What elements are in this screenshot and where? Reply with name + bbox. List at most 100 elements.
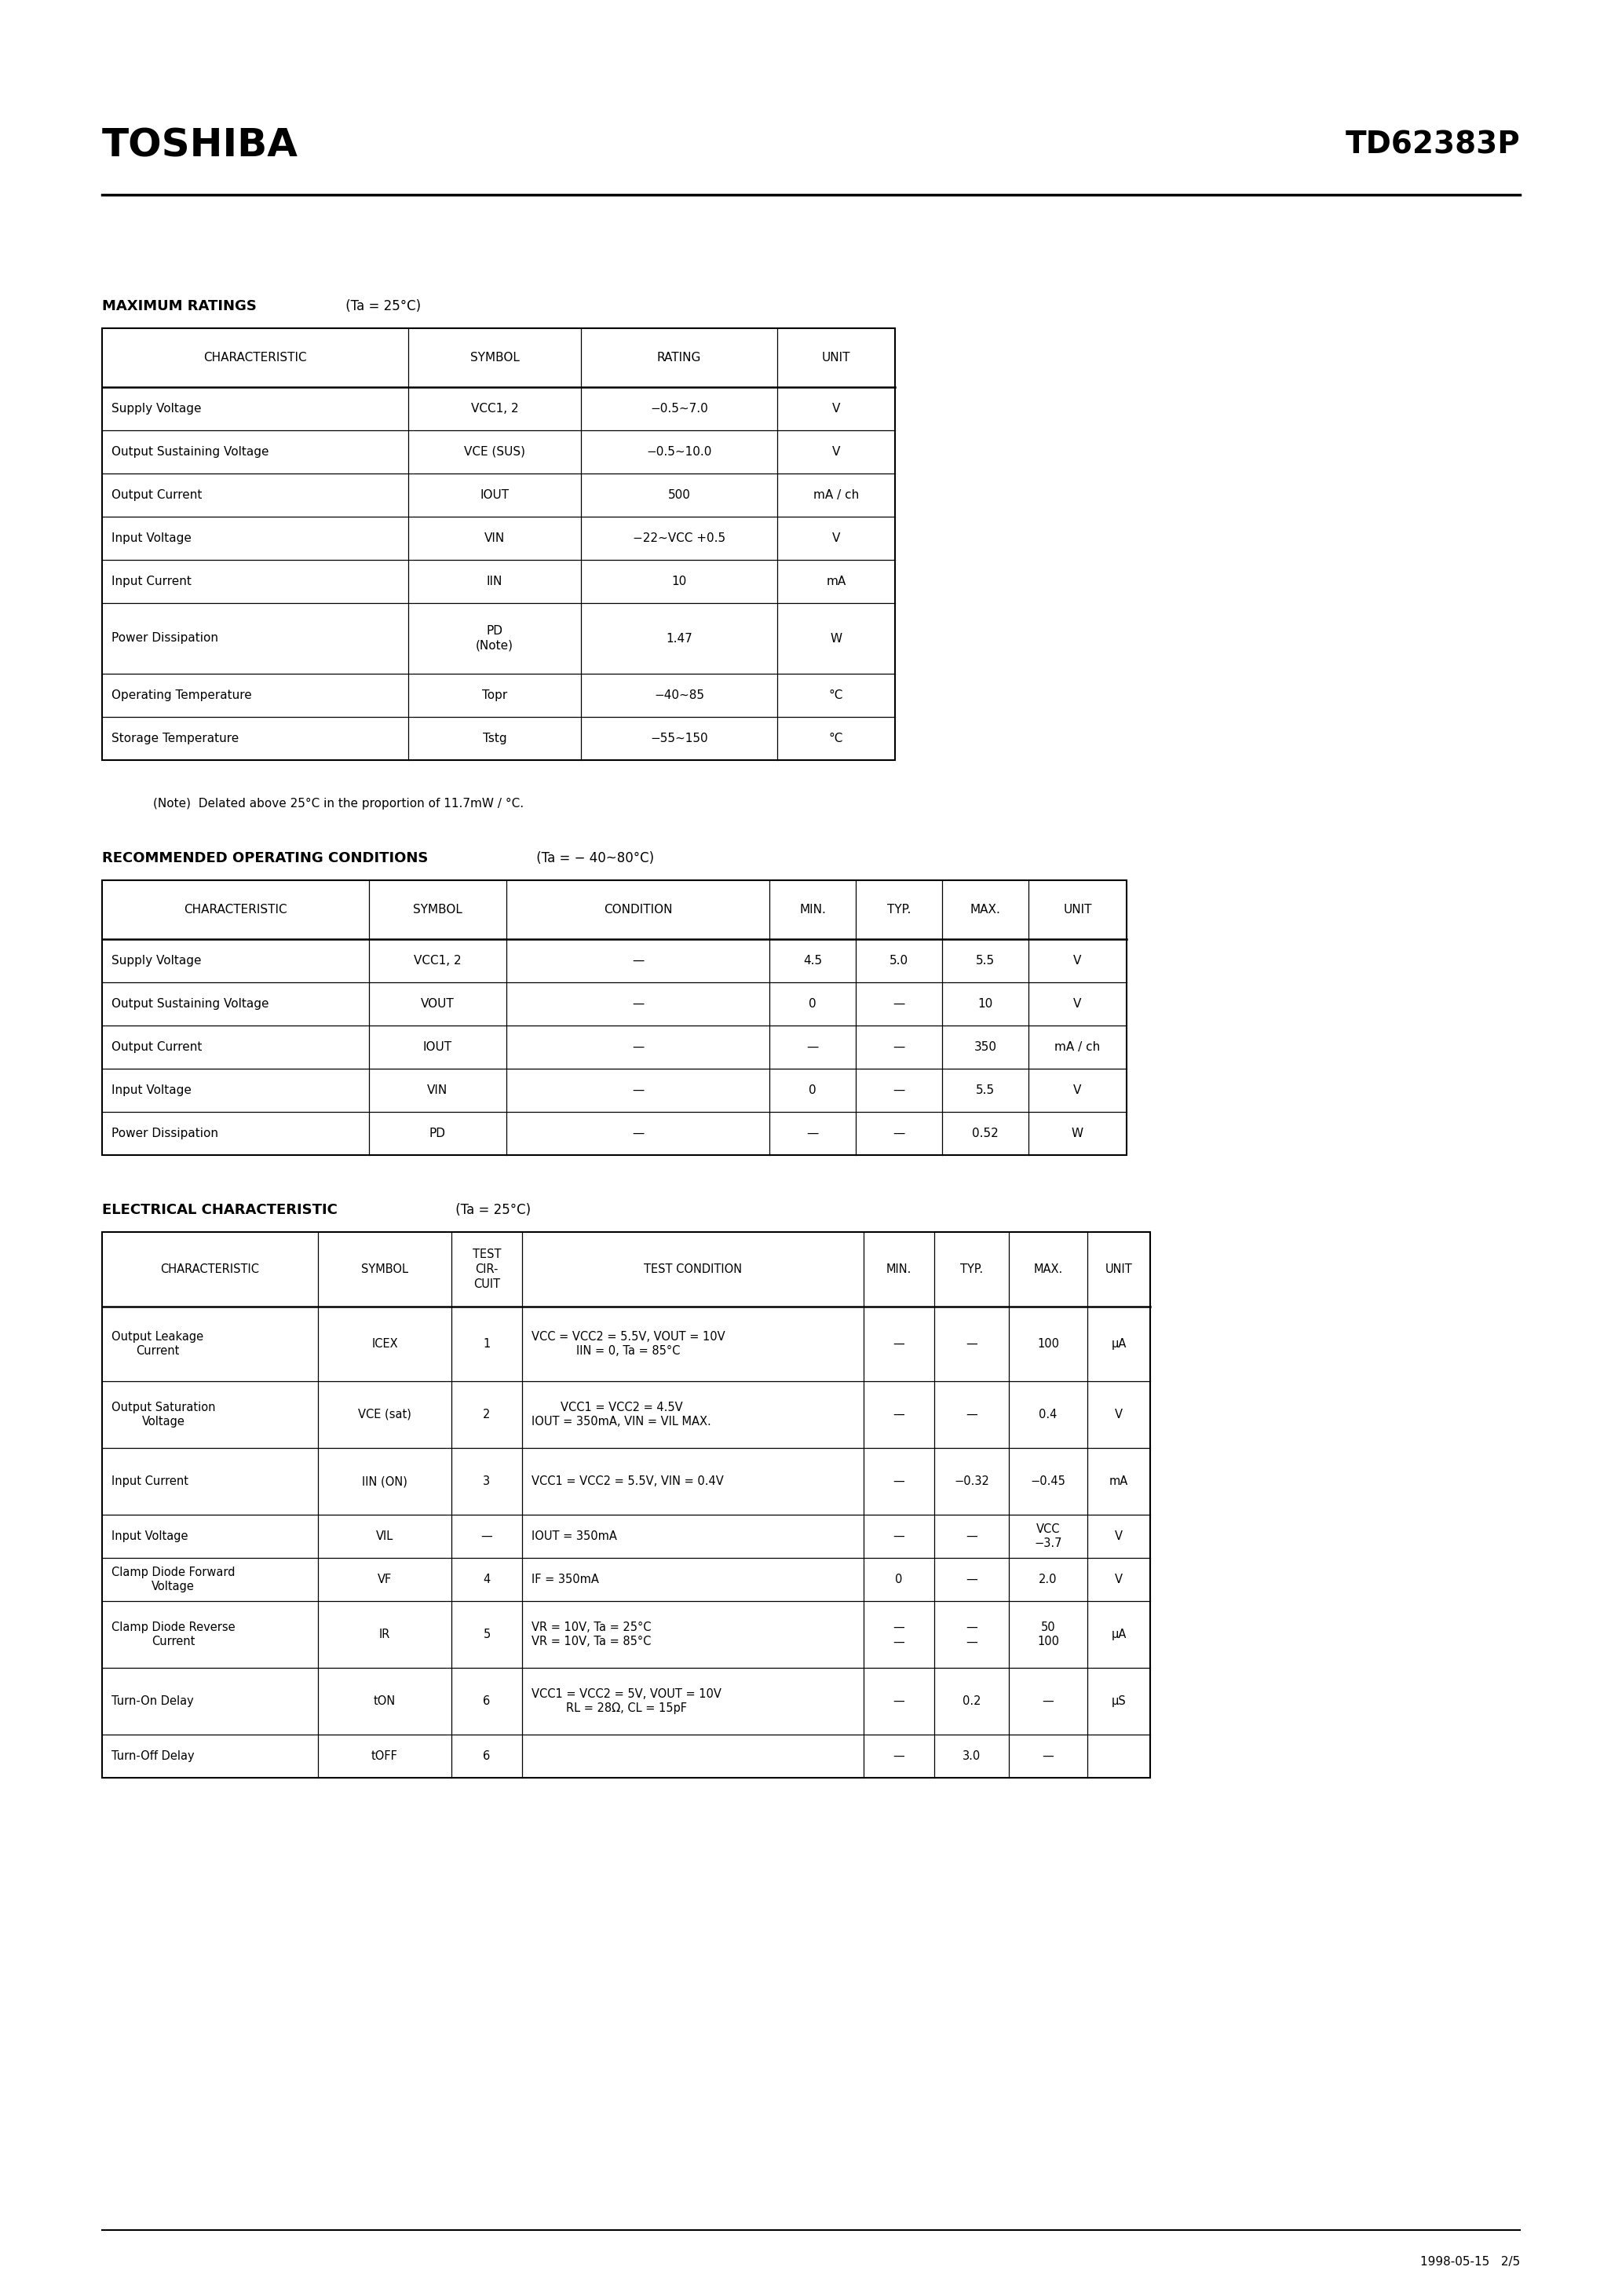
Text: MAX.: MAX. bbox=[970, 905, 1001, 916]
Text: tOFF: tOFF bbox=[371, 1750, 397, 1761]
Text: 0: 0 bbox=[895, 1573, 902, 1584]
Text: 50
100: 50 100 bbox=[1036, 1621, 1059, 1649]
Text: Power Dissipation: Power Dissipation bbox=[112, 631, 219, 645]
Text: 5.5: 5.5 bbox=[976, 955, 994, 967]
Text: 1: 1 bbox=[483, 1339, 490, 1350]
Text: Clamp Diode Reverse
Current: Clamp Diode Reverse Current bbox=[112, 1621, 235, 1649]
Text: —: — bbox=[965, 1573, 978, 1584]
Text: 2: 2 bbox=[483, 1410, 490, 1421]
Text: VCC1, 2: VCC1, 2 bbox=[414, 955, 462, 967]
Text: SYMBOL: SYMBOL bbox=[470, 351, 519, 363]
Text: VCC1, 2: VCC1, 2 bbox=[470, 402, 519, 416]
Text: mA: mA bbox=[826, 576, 847, 588]
Text: PD: PD bbox=[430, 1127, 446, 1139]
Text: Supply Voltage: Supply Voltage bbox=[112, 955, 201, 967]
Text: Output Leakage
Current: Output Leakage Current bbox=[112, 1332, 203, 1357]
Text: UNIT: UNIT bbox=[1105, 1263, 1132, 1274]
Text: —: — bbox=[1043, 1694, 1054, 1708]
Text: —: — bbox=[633, 955, 644, 967]
Bar bbox=[102, 328, 895, 760]
Text: —: — bbox=[894, 999, 905, 1010]
Text: TEST
CIR-
CUIT: TEST CIR- CUIT bbox=[472, 1249, 501, 1290]
Text: (Ta = 25°C): (Ta = 25°C) bbox=[451, 1203, 530, 1217]
Text: 2.0: 2.0 bbox=[1038, 1573, 1058, 1584]
Text: CONDITION: CONDITION bbox=[603, 905, 672, 916]
Text: TD62383P: TD62383P bbox=[1345, 131, 1520, 161]
Text: Output Saturation
Voltage: Output Saturation Voltage bbox=[112, 1401, 216, 1428]
Text: 5: 5 bbox=[483, 1628, 490, 1639]
Text: VIN: VIN bbox=[427, 1084, 448, 1095]
Text: Turn-Off Delay: Turn-Off Delay bbox=[112, 1750, 195, 1761]
Text: —
—: — — bbox=[965, 1621, 978, 1649]
Text: UNIT: UNIT bbox=[822, 351, 850, 363]
Text: IF = 350mA: IF = 350mA bbox=[532, 1573, 599, 1584]
Text: 3.0: 3.0 bbox=[962, 1750, 981, 1761]
Text: —: — bbox=[965, 1339, 978, 1350]
Text: −40~85: −40~85 bbox=[654, 689, 704, 700]
Text: VIN: VIN bbox=[485, 533, 504, 544]
Text: MAX.: MAX. bbox=[1033, 1263, 1062, 1274]
Text: 1998-05-15   2/5: 1998-05-15 2/5 bbox=[1419, 2255, 1520, 2268]
Text: IIN: IIN bbox=[487, 576, 503, 588]
Text: TOSHIBA: TOSHIBA bbox=[102, 126, 298, 163]
Text: °C: °C bbox=[829, 732, 843, 744]
Text: Input Voltage: Input Voltage bbox=[112, 1531, 188, 1543]
Text: VCC
−3.7: VCC −3.7 bbox=[1035, 1522, 1062, 1550]
Text: —: — bbox=[894, 1410, 905, 1421]
Text: Input Current: Input Current bbox=[112, 576, 191, 588]
Text: (Note)  Delated above 25°C in the proportion of 11.7mW / °C.: (Note) Delated above 25°C in the proport… bbox=[152, 797, 524, 808]
Text: mA: mA bbox=[1109, 1476, 1129, 1488]
Text: Input Current: Input Current bbox=[112, 1476, 188, 1488]
Text: −0.5~10.0: −0.5~10.0 bbox=[647, 445, 712, 457]
Text: —: — bbox=[894, 1531, 905, 1543]
Text: °C: °C bbox=[829, 689, 843, 700]
Text: UNIT: UNIT bbox=[1062, 905, 1092, 916]
Text: Clamp Diode Forward
Voltage: Clamp Diode Forward Voltage bbox=[112, 1566, 235, 1593]
Text: mA / ch: mA / ch bbox=[813, 489, 860, 501]
Text: Input Voltage: Input Voltage bbox=[112, 1084, 191, 1095]
Text: μS: μS bbox=[1111, 1694, 1126, 1708]
Text: Output Sustaining Voltage: Output Sustaining Voltage bbox=[112, 999, 269, 1010]
Text: V: V bbox=[1114, 1573, 1122, 1584]
Text: —: — bbox=[894, 1750, 905, 1761]
Text: 350: 350 bbox=[973, 1040, 996, 1054]
Text: VCC = VCC2 = 5.5V, VOUT = 10V
IIN = 0, Ta = 85°C: VCC = VCC2 = 5.5V, VOUT = 10V IIN = 0, T… bbox=[532, 1332, 725, 1357]
Text: SYMBOL: SYMBOL bbox=[414, 905, 462, 916]
Text: 0.2: 0.2 bbox=[962, 1694, 981, 1708]
Text: SYMBOL: SYMBOL bbox=[362, 1263, 409, 1274]
Text: VOUT: VOUT bbox=[420, 999, 454, 1010]
Text: 5.5: 5.5 bbox=[976, 1084, 994, 1095]
Text: −0.45: −0.45 bbox=[1030, 1476, 1066, 1488]
Text: 0: 0 bbox=[809, 999, 816, 1010]
Text: —: — bbox=[894, 1127, 905, 1139]
Text: —: — bbox=[894, 1476, 905, 1488]
Text: PD
(Note): PD (Note) bbox=[475, 625, 514, 652]
Text: —: — bbox=[806, 1127, 819, 1139]
Text: mA / ch: mA / ch bbox=[1054, 1040, 1100, 1054]
Text: Tstg: Tstg bbox=[483, 732, 506, 744]
Text: Topr: Topr bbox=[482, 689, 508, 700]
Text: V: V bbox=[1074, 1084, 1082, 1095]
Text: VCC1 = VCC2 = 5.5V, VIN = 0.4V: VCC1 = VCC2 = 5.5V, VIN = 0.4V bbox=[532, 1476, 723, 1488]
Text: CHARACTERISTIC: CHARACTERISTIC bbox=[203, 351, 307, 363]
Text: 1.47: 1.47 bbox=[667, 631, 693, 645]
Text: 3: 3 bbox=[483, 1476, 490, 1488]
Text: V: V bbox=[1074, 955, 1082, 967]
Text: 6: 6 bbox=[483, 1694, 490, 1708]
Text: —: — bbox=[633, 999, 644, 1010]
Text: 0.4: 0.4 bbox=[1040, 1410, 1058, 1421]
Text: 6: 6 bbox=[483, 1750, 490, 1761]
Text: IR: IR bbox=[380, 1628, 391, 1639]
Text: CHARACTERISTIC: CHARACTERISTIC bbox=[161, 1263, 260, 1274]
Text: —: — bbox=[965, 1410, 978, 1421]
Text: —: — bbox=[482, 1531, 493, 1543]
Text: W: W bbox=[830, 631, 842, 645]
Text: —: — bbox=[965, 1531, 978, 1543]
Text: VIL: VIL bbox=[376, 1531, 394, 1543]
Text: IOUT = 350mA: IOUT = 350mA bbox=[532, 1531, 616, 1543]
Text: TEST CONDITION: TEST CONDITION bbox=[644, 1263, 741, 1274]
Text: 10: 10 bbox=[978, 999, 993, 1010]
Text: MIN.: MIN. bbox=[800, 905, 826, 916]
Text: —: — bbox=[633, 1040, 644, 1054]
Text: −0.5~7.0: −0.5~7.0 bbox=[650, 402, 709, 416]
